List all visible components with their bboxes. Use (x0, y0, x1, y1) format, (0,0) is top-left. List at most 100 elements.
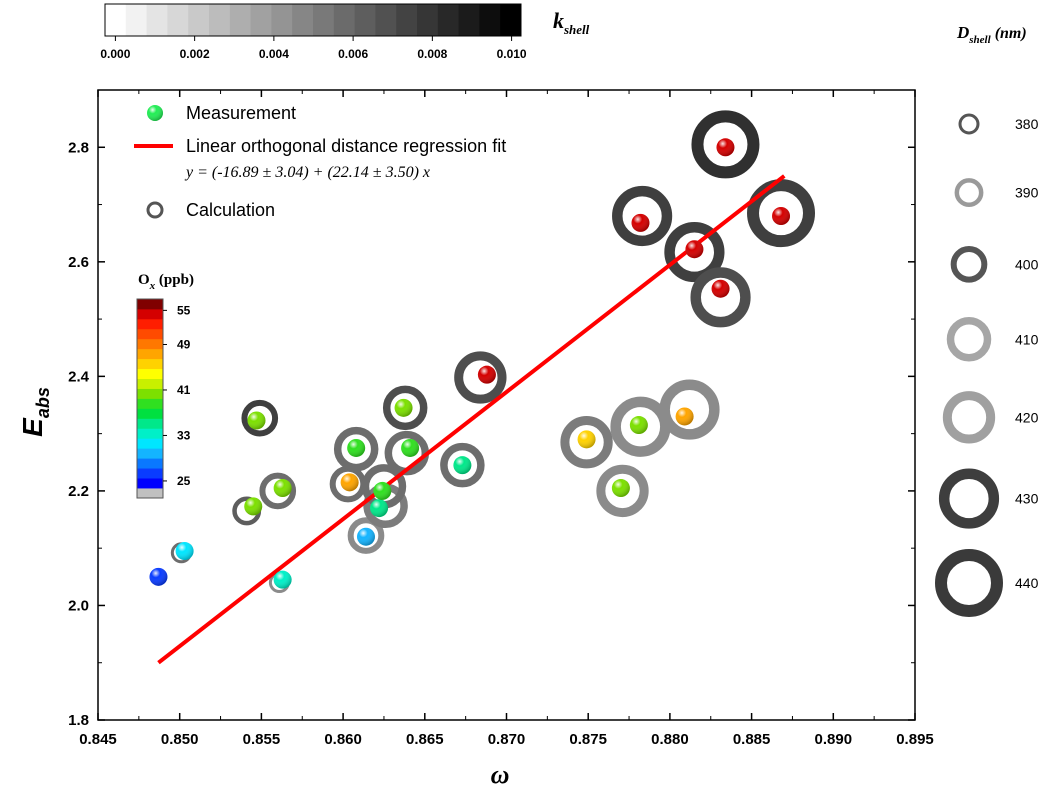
ox-colorbar-cell (137, 308, 163, 320)
legend-calculation-marker (146, 201, 164, 219)
k-colorbar-tick-label: 0.000 (100, 47, 130, 61)
k-colorbar-cell (375, 4, 397, 36)
measurement-point-shine (394, 398, 413, 417)
k-colorbar-cell (271, 4, 293, 36)
legend-fit-equation: y = (-16.89 ± 3.04) + (22.14 ± 3.50) x (184, 164, 430, 181)
ox-colorbar-cell (137, 348, 163, 360)
x-tick-label: 0.850 (161, 731, 199, 748)
calculation-point (347, 517, 385, 554)
size-legend-label: 390 (1015, 185, 1039, 201)
ox-colorbar-cell (137, 358, 163, 370)
x-tick-label: 0.860 (324, 731, 362, 748)
size-legend: 380 390 400 410 420 430 440 (935, 113, 1039, 617)
k-colorbar-cell (500, 4, 522, 36)
measurement-point-shine (347, 438, 366, 457)
measurement-point-shine (453, 456, 472, 475)
x-axis-label: ω (491, 760, 510, 789)
measurement-point-shine (401, 438, 420, 457)
k-colorbar-cell (292, 4, 314, 36)
size-legend-ring (935, 549, 1003, 617)
measurement-point-shine (711, 279, 730, 298)
legend: Measurement Linear orthogonal distance r… (134, 103, 506, 220)
k-colorbar-cell (250, 4, 272, 36)
k-colorbar-cell (396, 4, 418, 36)
calculation-point (690, 267, 751, 328)
measurement-point-shine (477, 365, 496, 384)
x-tick-label: 0.875 (569, 731, 607, 748)
ox-colorbar-cell (137, 488, 163, 499)
k-colorbar-cell (333, 4, 356, 36)
measurement-point-shine (370, 499, 389, 518)
ox-colorbar-title: Ox (ppb) (138, 272, 194, 292)
size-legend-label: 380 (1015, 116, 1039, 132)
ox-colorbar-cell (137, 468, 163, 479)
k-colorbar-cell (188, 4, 210, 36)
y-tick-label: 2.8 (68, 139, 89, 156)
calculation-point (382, 385, 428, 431)
measurement-point-shine (611, 479, 630, 498)
measurement-point-shine (577, 430, 596, 449)
calculation-point (664, 221, 725, 283)
ox-colorbar-cell (137, 458, 163, 469)
ox-colorbar-cell (137, 378, 163, 389)
size-legend-ring (946, 317, 992, 362)
k-colorbar-cell (479, 4, 501, 36)
measurement-point-shine (685, 240, 704, 259)
measurement-point-shine (273, 570, 292, 589)
y-tick-label: 2.4 (68, 368, 90, 385)
ox-colorbar-tick-label: 55 (177, 303, 191, 317)
ox-colorbar-tick-label: 33 (177, 428, 191, 442)
ox-colorbar-cell (137, 328, 163, 340)
ox-colorbar-cell (137, 428, 163, 439)
size-legend-ring (958, 113, 980, 135)
size-legend-title: Dshell (nm) (956, 23, 1027, 46)
calculation-point (454, 351, 507, 404)
k-colorbar-cell (229, 4, 252, 36)
size-legend-label: 440 (1015, 575, 1039, 591)
ox-colorbar-cell (137, 478, 163, 489)
calculation-series (170, 110, 816, 594)
size-legend-label: 400 (1015, 256, 1039, 272)
measurement-point-shine (149, 567, 168, 586)
size-legend-ring (954, 178, 984, 207)
k-colorbar-cells (105, 4, 522, 36)
k-colorbar-cell (458, 4, 480, 36)
size-legend-label: 420 (1015, 409, 1039, 425)
k-colorbar-tick-label: 0.006 (338, 47, 368, 61)
measurement-point-shine (175, 542, 194, 561)
size-legend-ring (942, 391, 996, 444)
k-shell-colorbar: 0.000 0.002 0.004 0.006 0.008 0.010 kshell (100, 3, 590, 61)
x-tick-label: 0.865 (406, 731, 444, 748)
calculation-point (691, 110, 760, 179)
ox-colorbar-cell (137, 438, 163, 449)
k-colorbar-title: kshell (553, 8, 590, 37)
measurement-point-shine (244, 497, 263, 516)
k-colorbar-cell (105, 4, 127, 36)
ox-colorbar-cell (137, 388, 163, 399)
ox-colorbar-tick-label: 25 (177, 474, 191, 488)
measurement-point-shine (716, 138, 735, 157)
measurement-point-shine (772, 207, 791, 225)
x-tick-label: 0.880 (651, 731, 689, 748)
k-colorbar-cell (313, 4, 335, 36)
k-colorbar-cell (417, 4, 439, 36)
legend-measurement-shine (147, 105, 163, 121)
measurement-point-shine (340, 473, 359, 492)
measurement-point-shine (356, 527, 375, 546)
legend-measurement-label: Measurement (186, 103, 296, 123)
y-tick-label: 2.2 (68, 483, 89, 500)
measurement-point-shine (629, 416, 648, 435)
ox-colorbar-tick-label: 49 (177, 337, 191, 351)
ox-colorbar-cell (137, 318, 163, 330)
y-tick-label: 1.8 (68, 712, 89, 729)
x-tick-label: 0.855 (243, 731, 281, 748)
calculation-point (560, 416, 613, 469)
legend-fit-label: Linear orthogonal distance regression fi… (186, 136, 506, 156)
calculation-point (612, 185, 673, 247)
axes-ticks: 0.845 0.850 0.855 0.860 0.865 0.870 0.875 0.880… (68, 89, 934, 748)
ox-colorbar-cell (137, 398, 163, 409)
measurement-series (149, 138, 791, 589)
ox-colorbar-cell (137, 368, 163, 379)
k-colorbar-tick-label: 0.002 (180, 47, 210, 61)
y-tick-label: 2.6 (68, 254, 89, 271)
